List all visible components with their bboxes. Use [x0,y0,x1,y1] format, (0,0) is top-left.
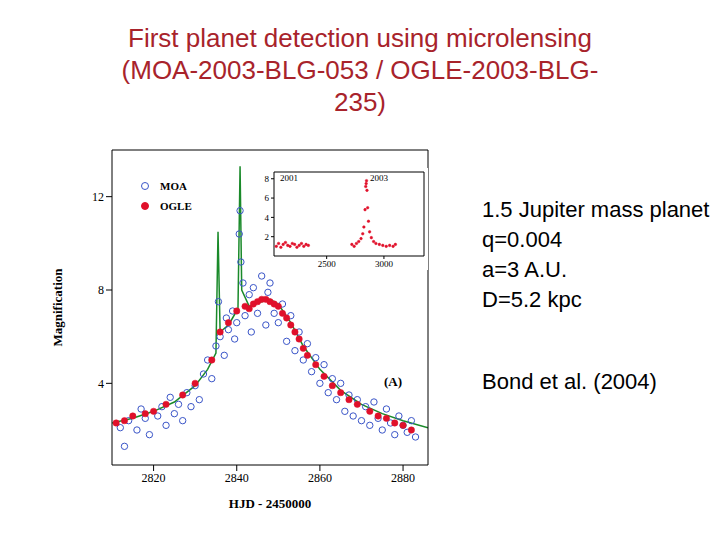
html-text:235): 235) [334,87,386,117]
svg-text:6: 6 [265,193,270,203]
svg-text:HJD - 2450000: HJD - 2450000 [229,496,311,510]
html-text:1.5 Jupiter mass planet: 1.5 Jupiter mass planet [482,197,710,222]
svg-text:3000: 3000 [375,259,394,269]
html-text:(MOA-2003-BLG-053 / OGLE-2003-: (MOA-2003-BLG-053 / OGLE-2003-BLG- [121,55,599,85]
html-text:2001: 2001 [280,173,298,183]
svg-text:2880: 2880 [391,471,415,485]
svg-text:2820: 2820 [142,471,166,485]
svg-text:2: 2 [265,232,270,242]
html-text:First planet detection using m: First planet detection using microlensin… [128,23,592,53]
svg-text:8: 8 [265,174,270,184]
html-text:a=3 A.U.: a=3 A.U. [482,257,567,282]
html-text:D=5.2 kpc: D=5.2 kpc [482,287,582,312]
svg-text:2840: 2840 [225,471,249,485]
html-text:MOA: MOA [160,180,187,192]
svg-text:12: 12 [92,190,104,204]
svg-text:4: 4 [265,213,270,223]
svg-text:8: 8 [98,283,104,297]
html-text:OGLE: OGLE [160,200,192,212]
html-text:(A): (A) [384,374,402,389]
svg-text:4: 4 [98,377,104,391]
html-text:q=0.004: q=0.004 [482,227,563,252]
svg-text:2500: 2500 [318,259,337,269]
html-text:2003: 2003 [370,173,388,183]
svg-text:2860: 2860 [308,471,332,485]
svg-text:Magnification: Magnification [50,268,65,347]
html-text:Bond et al. (2004): Bond et al. (2004) [482,369,657,394]
